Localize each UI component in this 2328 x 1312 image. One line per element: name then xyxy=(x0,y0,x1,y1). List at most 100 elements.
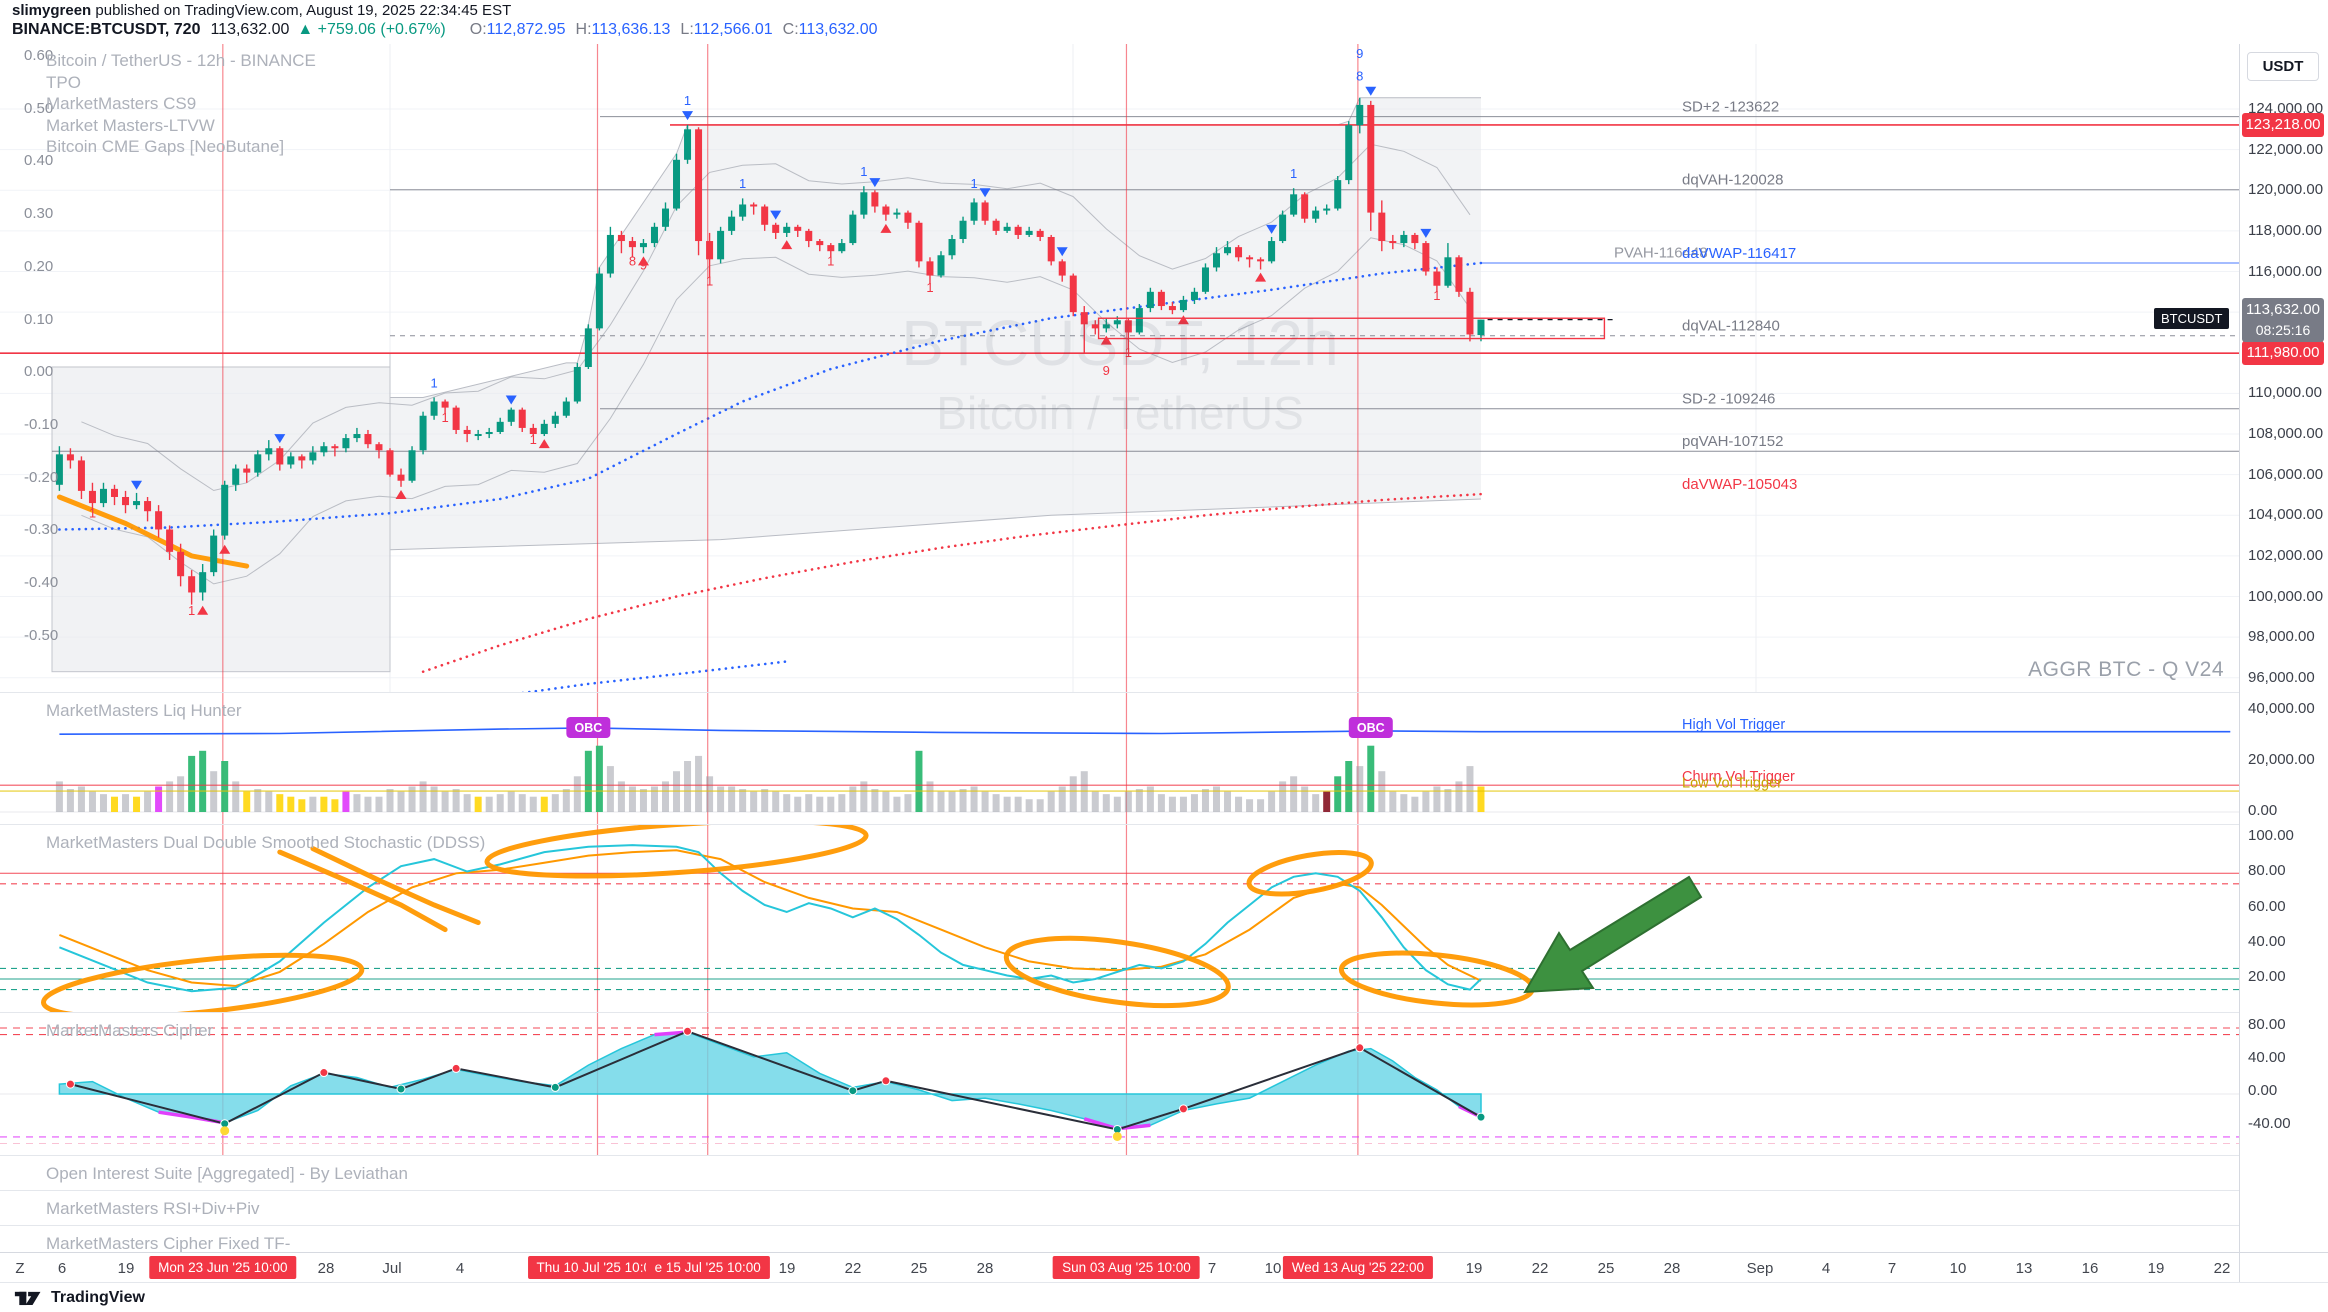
axis-tick-label: 100,000.00 xyxy=(2248,587,2324,605)
ohlc-label: L: xyxy=(680,21,694,38)
axis-corner xyxy=(2239,1252,2328,1283)
time-tick-label: 10 xyxy=(1264,1260,1282,1277)
time-tick-label: 10 xyxy=(1949,1260,1967,1277)
axis-tick-label: 80.00 xyxy=(2248,1016,2286,1033)
left-scale-tick: 0.10 xyxy=(24,310,54,328)
axis-tick-label: 108,000.00 xyxy=(2248,425,2324,443)
axis-tick-label: 80.00 xyxy=(2248,862,2286,880)
axis-tick-label: 40.00 xyxy=(2248,932,2286,950)
price-axis[interactable]: USDT 124,000.00 122,000.00 120,000.00 118,0… xyxy=(2239,44,2328,1252)
axis-unit-chip[interactable]: USDT xyxy=(2247,52,2319,81)
time-tick-label: 13 xyxy=(2015,1260,2033,1277)
left-scale-tick: 0.20 xyxy=(24,257,54,275)
axis-tick-label: 116,000.00 xyxy=(2248,262,2322,280)
event-time-badge: Wed 13 Aug '25 22:00 xyxy=(1282,1256,1433,1279)
svg-text:1: 1 xyxy=(441,410,448,425)
price-chart-svg[interactable]: SD+2 -123622dqVAH-120028PVAH-116448daVWA… xyxy=(0,44,2240,692)
price-change: ▲ +759.06 (+0.67%) xyxy=(297,21,446,38)
time-tick-label: 19 xyxy=(2147,1260,2165,1277)
axis-tick-label: 98,000.00 xyxy=(2248,628,2315,646)
left-scale-tick: -0.50 xyxy=(24,626,59,644)
time-tick-label: 7 xyxy=(1207,1260,1217,1277)
ohlc-value: 113,636.13 xyxy=(591,21,671,38)
time-tick-label: 4 xyxy=(455,1260,465,1277)
time-tick-label: Jul xyxy=(382,1260,402,1277)
time-tick-label: 19 xyxy=(1465,1260,1483,1277)
axis-tick-label: 110,000.00 xyxy=(2248,384,2322,402)
axis-tick-label: 104,000.00 xyxy=(2248,506,2324,524)
svg-text:8: 8 xyxy=(629,253,636,268)
tradingview-logo-icon xyxy=(14,1291,41,1305)
cipher-panel[interactable]: MarketMasters Cipher xyxy=(0,1012,2240,1155)
svg-text:dqVAH-120028: dqVAH-120028 xyxy=(1682,172,1783,189)
time-tick-label: 7 xyxy=(1887,1260,1897,1277)
svg-text:1: 1 xyxy=(827,253,834,268)
up-triangle-icon: ▲ xyxy=(297,21,314,38)
axis-tick-label: 0.00 xyxy=(2248,802,2278,819)
svg-text:OBC: OBC xyxy=(574,721,602,735)
open-interest-panel[interactable]: Open Interest Suite [Aggregated] - By Le… xyxy=(0,1155,2240,1190)
svg-text:1: 1 xyxy=(739,176,746,191)
left-scale-tick: 0.60 xyxy=(24,47,54,64)
svg-text:OBC: OBC xyxy=(1357,721,1385,735)
svg-text:High Vol Trigger: High Vol Trigger xyxy=(1682,717,1785,733)
svg-text:1: 1 xyxy=(430,375,437,390)
left-scale-tick: 0.00 xyxy=(24,363,54,381)
tradingview-brand: TradingView xyxy=(51,1288,145,1306)
left-scale-tick: -0.20 xyxy=(24,468,59,486)
ohlc-values: O:112,872.95 H:113,636.13 L:112,566.01 C:11… xyxy=(460,21,878,38)
svg-text:1: 1 xyxy=(970,176,977,191)
axis-tick-label: 122,000.00 xyxy=(2248,140,2324,158)
cipher-svg[interactable] xyxy=(0,1013,2240,1155)
chart-area[interactable]: SD+2 -123622 dqVAH-120028 PVAH-116448 daVWA… xyxy=(0,44,2240,1252)
axis-tick-label: 100.00 xyxy=(2248,827,2294,844)
svg-text:Churn Vol Trigger: Churn Vol Trigger xyxy=(1682,769,1795,785)
price-line-symbol-tag: BTCUSDT xyxy=(2154,307,2230,329)
time-tick-label: Sep xyxy=(1746,1260,1774,1277)
svg-text:1: 1 xyxy=(89,505,96,520)
current-price-badge: 113,632.00 08:25:16 xyxy=(2242,297,2324,342)
publish-info: slimygreen published on TradingView.com,… xyxy=(12,2,511,19)
symbol-title: BINANCE:BTCUSDT, 720 xyxy=(12,21,201,38)
axis-tick-label: 60.00 xyxy=(2248,897,2286,915)
left-scale-tick: 0.30 xyxy=(24,205,54,223)
rsi-panel[interactable]: MarketMasters RSI+Div+Piv xyxy=(0,1190,2240,1225)
axis-tick-label: 120,000.00 xyxy=(2248,181,2324,199)
axis-tick-label: 118,000.00 xyxy=(2248,221,2322,239)
time-tick-label: 19 xyxy=(778,1260,796,1277)
time-tick-label: 4 xyxy=(1821,1260,1831,1277)
time-tick-label: 19 xyxy=(117,1260,135,1277)
chart-header: slimygreen published on TradingView.com,… xyxy=(0,0,2328,44)
axis-tick-label: 106,000.00 xyxy=(2248,465,2324,483)
time-tick-label: 16 xyxy=(2081,1260,2099,1277)
left-scale-tick: -0.10 xyxy=(24,415,59,433)
publish-text: published on TradingView.com, August 19,… xyxy=(91,2,512,19)
time-tick-label: 28 xyxy=(317,1260,335,1277)
time-tick-label: 22 xyxy=(2213,1260,2231,1277)
last-price: 113,632.00 xyxy=(210,21,290,38)
time-tick-label: 6 xyxy=(57,1260,67,1277)
open-interest-title: Open Interest Suite [Aggregated] - By Le… xyxy=(46,1164,408,1183)
ddss-panel[interactable]: MarketMasters Dual Double Smoothed Stoch… xyxy=(0,824,2240,1012)
volume-panel[interactable]: High Vol Trigger Churn Vol Trigger Low Vol… xyxy=(0,692,2240,824)
time-tick-label: 22 xyxy=(1531,1260,1549,1277)
svg-text:9: 9 xyxy=(1356,46,1363,61)
ddss-svg[interactable] xyxy=(0,825,2240,1012)
svg-text:1: 1 xyxy=(1290,166,1297,181)
axis-tick-label: 20.00 xyxy=(2248,968,2286,985)
time-axis[interactable]: Z 6 19 28 Jul 4 19 22 25 28 7 10 19 22 25 28 Sep 4 7 10 13 16… xyxy=(0,1252,2317,1283)
svg-text:SD-2 -109246: SD-2 -109246 xyxy=(1682,391,1775,408)
svg-text:pqVAH-107152: pqVAH-107152 xyxy=(1682,433,1783,450)
axis-tick-label: -40.00 xyxy=(2248,1115,2291,1132)
time-tick-label: 25 xyxy=(910,1260,928,1277)
event-time-badge: Sun 03 Aug '25 10:00 xyxy=(1053,1256,1200,1279)
cipher-fixed-panel[interactable]: MarketMasters Cipher Fixed TF- xyxy=(0,1225,2240,1252)
axis-tick-label: 40.00 xyxy=(2248,1049,2286,1066)
axis-tick-label: 102,000.00 xyxy=(2248,546,2324,564)
axis-tick-label: 0.00 xyxy=(2248,1082,2278,1099)
axis-tick-label: 20,000.00 xyxy=(2248,751,2315,768)
ohlc-value: 112,872.95 xyxy=(486,21,566,38)
price-panel[interactable]: SD+2 -123622 dqVAH-120028 PVAH-116448 daVWA… xyxy=(0,44,2240,692)
